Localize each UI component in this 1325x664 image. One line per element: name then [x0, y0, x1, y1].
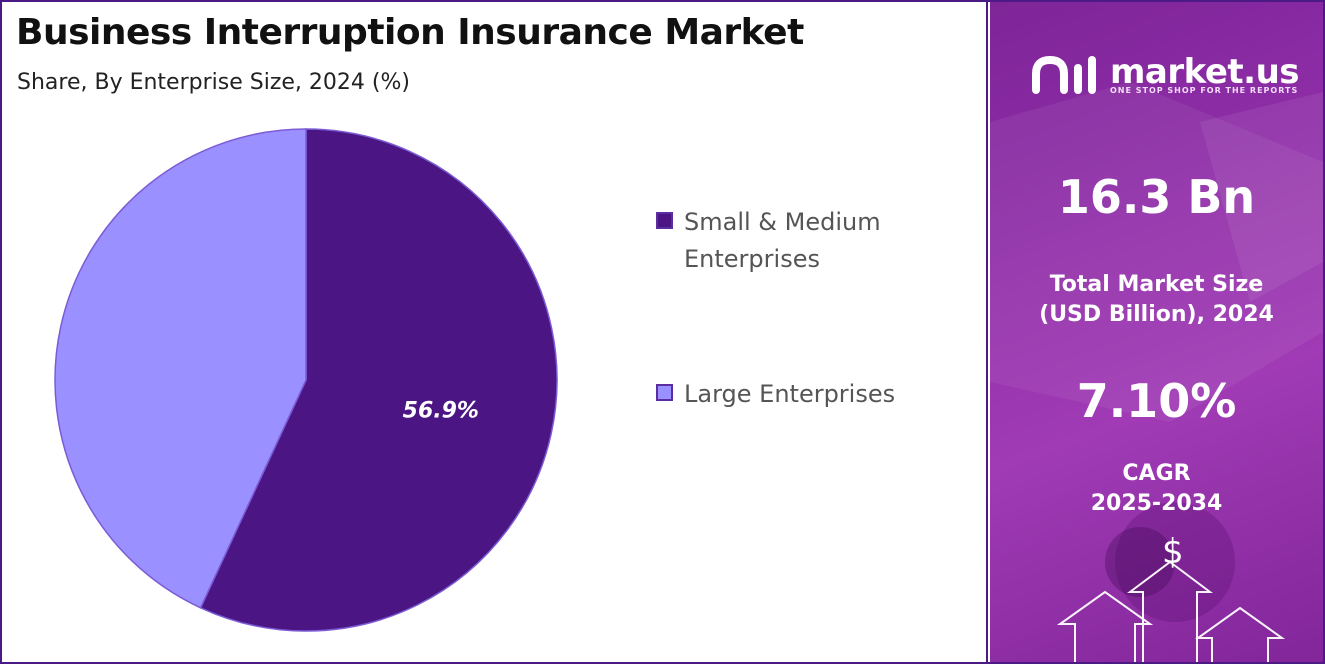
arrow-up-icon [1056, 560, 1286, 662]
legend: Small & Medium Enterprises Large Enterpr… [656, 204, 956, 413]
pie-slice-large [54, 128, 307, 609]
logo-icon [1032, 55, 1096, 94]
pie-slice-small-medium [199, 128, 558, 632]
data-label: 56.9% [403, 399, 479, 424]
logo-tagline: ONE STOP SHOP FOR THE REPORTS [1110, 86, 1299, 95]
legend-label: Large Enterprises [684, 380, 896, 408]
dollar-icon: $ [1162, 532, 1184, 572]
chart-title: Business Interruption Insurance Market [16, 12, 804, 53]
market-size-value: 16.3 Bn [1057, 170, 1256, 224]
market-size-label: Total Market Size (USD Billion), 2024 [1039, 272, 1274, 327]
background-decoration [990, 82, 1323, 662]
legend-item-large: Large Enterprises [656, 376, 956, 413]
legend-swatch-large [656, 384, 673, 401]
chart-subtitle: Share, By Enterprise Size, 2024 (%) [17, 70, 410, 95]
logo-text: market.us [1110, 52, 1300, 92]
cagr-label: CAGR 2025-2034 [1090, 461, 1223, 516]
market-us-logo: market.us ONE STOP SHOP FOR THE REPORTS [1030, 52, 1300, 102]
cagr-value: 7.10% [1076, 374, 1237, 428]
legend-swatch-small-medium [656, 212, 673, 229]
legend-item-small-medium: Small & Medium Enterprises [656, 204, 956, 278]
summary-panel: market.us ONE STOP SHOP FOR THE REPORTS … [990, 2, 1323, 662]
pie-chart: 56.9% [54, 128, 558, 632]
chart-panel: Business Interruption Insurance Market S… [16, 0, 988, 664]
legend-label: Small & Medium Enterprises [684, 208, 881, 273]
